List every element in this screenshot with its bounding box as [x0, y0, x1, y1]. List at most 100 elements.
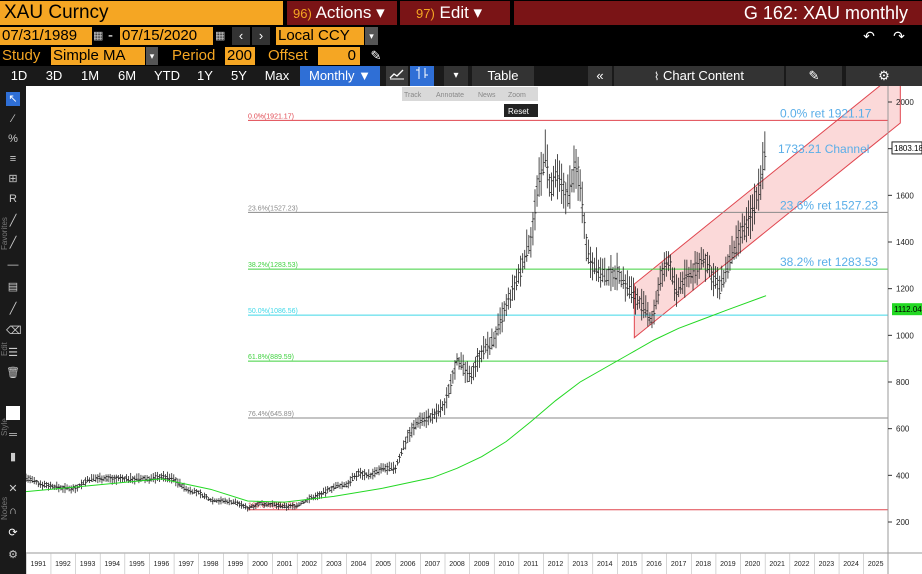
chevron-down-icon[interactable]: ▾	[146, 47, 158, 65]
calendar-icon[interactable]: ▦	[93, 30, 104, 42]
x-axis: 1991 1992 1993 1994 1995 1996 1997 1998 1999 2000…	[26, 552, 922, 574]
eraser-icon[interactable]: ⌫	[6, 325, 22, 337]
list-icon[interactable]: ☰	[8, 347, 18, 359]
start-date-field[interactable]: 07/31/1989	[0, 27, 92, 45]
fib-label: 76.4%(645.89)	[248, 411, 294, 418]
x-tick-label: 2015	[622, 561, 638, 568]
fib-label: 23.6%(1527.23)	[248, 205, 298, 212]
period-button-1m[interactable]: 1M	[80, 68, 100, 83]
date-range-bar: 07/31/1989 ▦ - 07/15/2020 ▦ ‹ › Local CC…	[0, 26, 922, 46]
annotate-button[interactable]: Annotate	[436, 92, 464, 99]
pencil-icon[interactable]: ✎	[370, 48, 382, 63]
fib-label: 38.2%(1283.53)	[248, 262, 298, 269]
x-tick-label: 2019	[720, 561, 736, 568]
ma-value-box	[892, 303, 922, 316]
draw-icon[interactable]: ╱	[9, 303, 17, 315]
line-style-icon[interactable]: ═	[9, 429, 17, 441]
reset-button-bg	[504, 104, 538, 117]
y-tick-label: 1400	[896, 238, 914, 247]
edit-label: Edit ▾	[439, 3, 483, 22]
cursor-icon[interactable]: ↖	[6, 92, 20, 106]
fill-icon[interactable]: ▮	[9, 451, 17, 463]
chart-background	[26, 86, 922, 574]
x-tick-label: 2025	[868, 561, 884, 568]
period-label: Period	[172, 47, 216, 64]
color-swatch-icon[interactable]	[6, 406, 20, 420]
ohlc-chart-icon[interactable]	[410, 66, 434, 86]
y-tick-label: 1600	[896, 191, 914, 200]
line-chart-icon[interactable]	[386, 66, 408, 86]
x-tick-label: 1992	[55, 561, 71, 568]
period-button-1d[interactable]: 1D	[10, 68, 28, 83]
x-tick-label: 2007	[425, 561, 441, 568]
chart-content-icon: ⌇	[654, 71, 660, 83]
period-field[interactable]: 200	[225, 47, 255, 65]
reset-button[interactable]: Reset	[508, 107, 530, 116]
actions-label: Actions ▾	[315, 3, 385, 22]
redo-icon[interactable]: ↷	[893, 28, 905, 44]
x-tick-label: 1993	[80, 561, 96, 568]
trash-icon[interactable]: 🗑	[6, 367, 20, 379]
channel-tool-icon[interactable]: ⊞	[8, 173, 18, 185]
x-tick-label: 2018	[695, 561, 711, 568]
calendar-icon[interactable]: ▦	[215, 30, 226, 42]
x-tick-label: 2006	[400, 561, 416, 568]
y-axis: 2004006008001000120014001600180020001803…	[887, 86, 922, 574]
chevron-down-icon[interactable]: ▾	[365, 27, 378, 45]
offset-field[interactable]: 0	[318, 47, 360, 65]
zoom-button[interactable]: Zoom	[508, 92, 526, 99]
actions-menu[interactable]: 96) Actions ▾	[287, 1, 397, 25]
x-tick-label: 2000	[252, 561, 268, 568]
pen-icon[interactable]: ╱	[9, 237, 17, 249]
fib-ret-label: 0.0% ret 1921.17	[780, 106, 872, 120]
period-button-1y[interactable]: 1Y	[197, 68, 213, 83]
refresh-icon[interactable]: ⟳	[8, 527, 18, 539]
edit-annotation-icon[interactable]: ✎	[786, 66, 842, 86]
x-tick-label: 1997	[178, 561, 194, 568]
fib-label: 61.8%(889.59)	[248, 354, 294, 361]
frequency-select[interactable]: Monthly ▼	[300, 66, 380, 86]
box-tool-icon[interactable]: ▤	[7, 281, 19, 293]
gear-icon[interactable]: ⚙	[846, 66, 922, 86]
currency-select[interactable]: Local CCY	[276, 27, 364, 45]
line-tool-icon[interactable]: ∕	[12, 113, 14, 125]
collapse-icon[interactable]: «	[588, 66, 612, 86]
period-button-ytd[interactable]: YTD	[154, 68, 180, 83]
share-icon[interactable]: ⚙	[8, 549, 18, 561]
y-tick-label: 1200	[896, 285, 914, 294]
node-icon[interactable]: ✕	[8, 483, 18, 495]
y-tick-label: 200	[896, 518, 910, 527]
x-tick-label: 2023	[819, 561, 835, 568]
brush-icon[interactable]: ╱	[9, 215, 17, 227]
study-select[interactable]: Simple MA	[51, 47, 145, 65]
period-button-5y[interactable]: 5Y	[231, 68, 247, 83]
hline-icon[interactable]: —	[7, 259, 19, 271]
trend-tool-icon[interactable]: %	[8, 133, 18, 145]
undo-icon[interactable]: ↶	[863, 28, 875, 44]
end-date-field[interactable]: 07/15/2020	[120, 27, 213, 45]
y-tick-label: 400	[896, 471, 910, 480]
price-chart[interactable]: 0.0%(1921.17) 0.0% ret 1921.17 23.6%(1527.…	[26, 86, 922, 574]
chart-content-button[interactable]: ⌇ Chart Content	[614, 66, 784, 86]
period-button-max[interactable]: Max	[264, 68, 290, 83]
x-tick-label: 2017	[671, 561, 687, 568]
magnet-icon[interactable]: ∩	[9, 505, 17, 517]
track-button[interactable]: Track	[404, 92, 422, 99]
channel-label: 1733.21 Channel	[778, 142, 869, 156]
chart-content-label: Chart Content	[663, 68, 744, 83]
edit-menu[interactable]: 97) Edit ▾	[400, 1, 510, 25]
news-button[interactable]: News	[478, 92, 496, 99]
table-button[interactable]: Table	[472, 66, 534, 86]
range-dash: -	[108, 27, 113, 44]
chevron-down-icon[interactable]: ▾	[444, 66, 468, 86]
period-button-3d[interactable]: 3D	[45, 68, 63, 83]
fib-tool-icon[interactable]: ≡	[9, 153, 17, 165]
study-bar: Study Simple MA ▾ Period 200 Offset 0 ✎	[0, 46, 922, 66]
security-field[interactable]: XAU Curncy	[0, 1, 283, 25]
x-tick-label: 2003	[326, 561, 342, 568]
y-tick-label: 600	[896, 425, 910, 434]
period-button-6m[interactable]: 6M	[117, 68, 137, 83]
next-arrow-icon[interactable]: ›	[252, 27, 270, 45]
prev-arrow-icon[interactable]: ‹	[232, 27, 250, 45]
ruler-icon[interactable]: R	[9, 193, 17, 205]
